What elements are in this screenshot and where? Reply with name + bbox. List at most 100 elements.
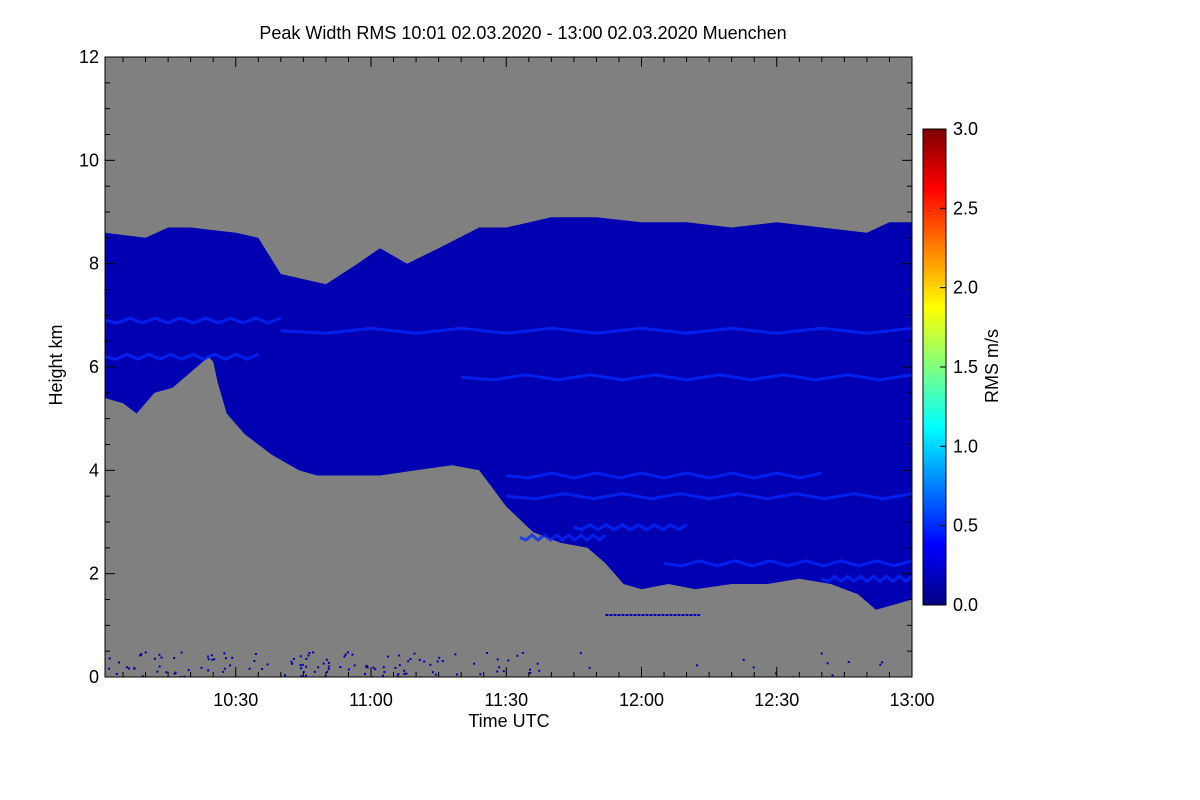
clutter-speck <box>173 657 176 659</box>
clutter-speck <box>507 659 510 662</box>
clutter-speck <box>529 668 531 671</box>
x-tick-label: 11:30 <box>484 690 528 710</box>
clutter-speck <box>374 668 377 671</box>
clutter-speck <box>207 658 210 661</box>
clutter-speck <box>156 670 159 673</box>
clutter-speck <box>300 667 303 670</box>
clutter-speck <box>409 658 412 660</box>
clutter-speck <box>180 651 183 654</box>
clutter-speck <box>173 672 176 675</box>
x-tick-label: 12:30 <box>754 690 799 710</box>
clutter-speck <box>139 654 142 657</box>
y-tick-label: 0 <box>89 667 99 687</box>
clutter-speck <box>115 673 118 675</box>
enhanced-band <box>573 522 688 532</box>
y-axis-label: Height km <box>46 324 66 405</box>
clutter-speck <box>300 675 303 677</box>
x-axis: 10:30 11:00 11:30 12:00 12:30 13:00 <box>122 57 935 710</box>
clutter-speck <box>498 666 501 669</box>
clutter-speck <box>502 670 505 673</box>
x-axis-label: Time UTC <box>468 711 549 731</box>
clutter-speck <box>174 671 177 674</box>
colorbar-axis: 0.0 0.5 1.0 1.5 2.0 2.5 3.0 <box>940 119 978 615</box>
clutter-speck <box>473 662 476 665</box>
clutter-speck <box>126 666 129 669</box>
clutter-speck <box>538 669 541 672</box>
clutter-speck <box>291 662 294 665</box>
colorbar-tick-label: 0.0 <box>953 595 978 615</box>
clutter-speck <box>588 666 591 669</box>
clutter-speck <box>344 653 347 656</box>
enhanced-band <box>461 373 912 382</box>
clutter-speck <box>118 661 121 664</box>
clutter-speck <box>223 667 226 670</box>
clutter-speck <box>407 660 410 663</box>
y-tick-label: 10 <box>79 150 99 170</box>
clutter-speck <box>158 665 161 668</box>
clutter-speck <box>327 667 330 670</box>
x-tick-label: 11:00 <box>349 690 393 710</box>
enhanced-band <box>519 533 607 542</box>
clutter-speck <box>403 672 406 675</box>
y-tick-label: 8 <box>89 254 99 274</box>
clutter-speck <box>327 665 330 668</box>
clutter-speck <box>231 656 234 659</box>
clutter-speck <box>398 664 401 667</box>
clutter-speck <box>292 657 295 660</box>
clutter-speck <box>160 656 163 659</box>
colorbar-label: RMS m/s <box>982 329 1002 403</box>
clutter-speck <box>351 653 354 656</box>
clutter-speck <box>308 652 311 654</box>
clutter-speck <box>397 673 400 675</box>
clutter-speck <box>108 667 111 670</box>
clutter-speck <box>403 669 406 672</box>
clutter-speck <box>496 658 499 661</box>
clutter-speck <box>820 652 823 655</box>
x-tick-label: 10:30 <box>213 690 258 710</box>
clutter-speck <box>108 657 111 660</box>
colorbar-tick-label: 1.5 <box>953 357 978 377</box>
clutter-speck <box>210 654 213 657</box>
clutter-speck <box>366 666 369 669</box>
clutter-speck <box>299 655 302 658</box>
enhanced-band <box>105 352 259 361</box>
clutter-speck <box>325 658 328 661</box>
clutter-speck <box>326 670 329 673</box>
clutter-speck <box>775 672 777 675</box>
clutter-speck <box>304 674 307 677</box>
clutter-speck <box>328 661 330 664</box>
clutter-speck <box>307 654 310 657</box>
enhanced-band <box>506 492 912 501</box>
clutter-speck <box>429 663 432 666</box>
colorbar-tick-label: 1.0 <box>953 436 978 456</box>
clutter-speck <box>301 663 304 666</box>
clutter-speck <box>521 651 524 654</box>
clutter-speck <box>222 670 225 673</box>
clutter-speck <box>305 657 308 660</box>
clutter-speck <box>183 675 186 677</box>
x-tick-label: 13:00 <box>889 690 934 710</box>
clutter-speck <box>579 652 582 655</box>
clutter-speck <box>486 652 488 654</box>
colorbar-tick-label: 3.0 <box>953 119 978 139</box>
clutter-speck <box>223 652 226 655</box>
clutter-speck <box>317 666 320 669</box>
enhanced-band <box>821 574 912 584</box>
clutter-speck <box>313 670 316 673</box>
clutter-speck <box>386 655 389 658</box>
clutter-speck <box>454 653 457 656</box>
clutter-speck <box>423 660 426 663</box>
colorbar-tick-label: 2.5 <box>953 198 978 218</box>
enhanced-band <box>663 559 912 568</box>
colorbar-tick-label: 0.5 <box>953 516 978 536</box>
chart-title: Peak Width RMS 10:01 02.03.2020 - 13:00 … <box>259 23 786 43</box>
clutter-speck <box>752 666 755 669</box>
clutter-speck <box>881 661 884 664</box>
clutter-speck <box>211 658 214 661</box>
clutter-speck <box>418 659 421 661</box>
clutter-speck <box>347 668 350 671</box>
clutter-speck <box>200 666 203 669</box>
echo-region <box>105 217 912 610</box>
clutter-speck <box>339 666 342 669</box>
